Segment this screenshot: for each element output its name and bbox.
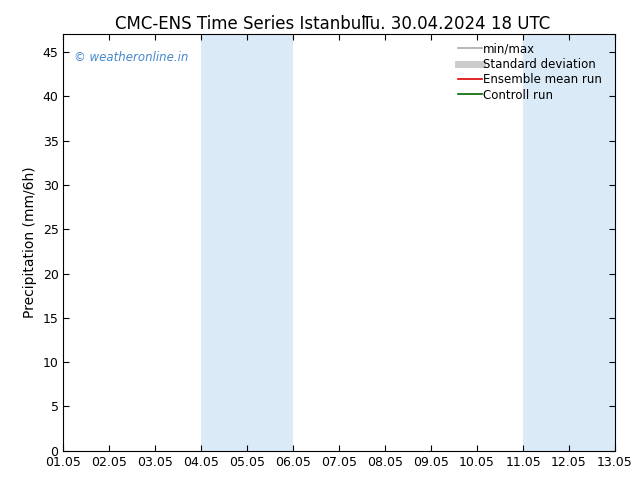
Text: CMC-ENS Time Series Istanbul: CMC-ENS Time Series Istanbul bbox=[115, 15, 366, 33]
Bar bbox=[523, 34, 615, 451]
Legend: min/max, Standard deviation, Ensemble mean run, Controll run: min/max, Standard deviation, Ensemble me… bbox=[456, 40, 609, 104]
Text: Tu. 30.04.2024 18 UTC: Tu. 30.04.2024 18 UTC bbox=[363, 15, 550, 33]
Y-axis label: Precipitation (mm/6h): Precipitation (mm/6h) bbox=[23, 167, 37, 318]
Text: © weatheronline.in: © weatheronline.in bbox=[74, 51, 189, 64]
Bar bbox=[202, 34, 293, 451]
